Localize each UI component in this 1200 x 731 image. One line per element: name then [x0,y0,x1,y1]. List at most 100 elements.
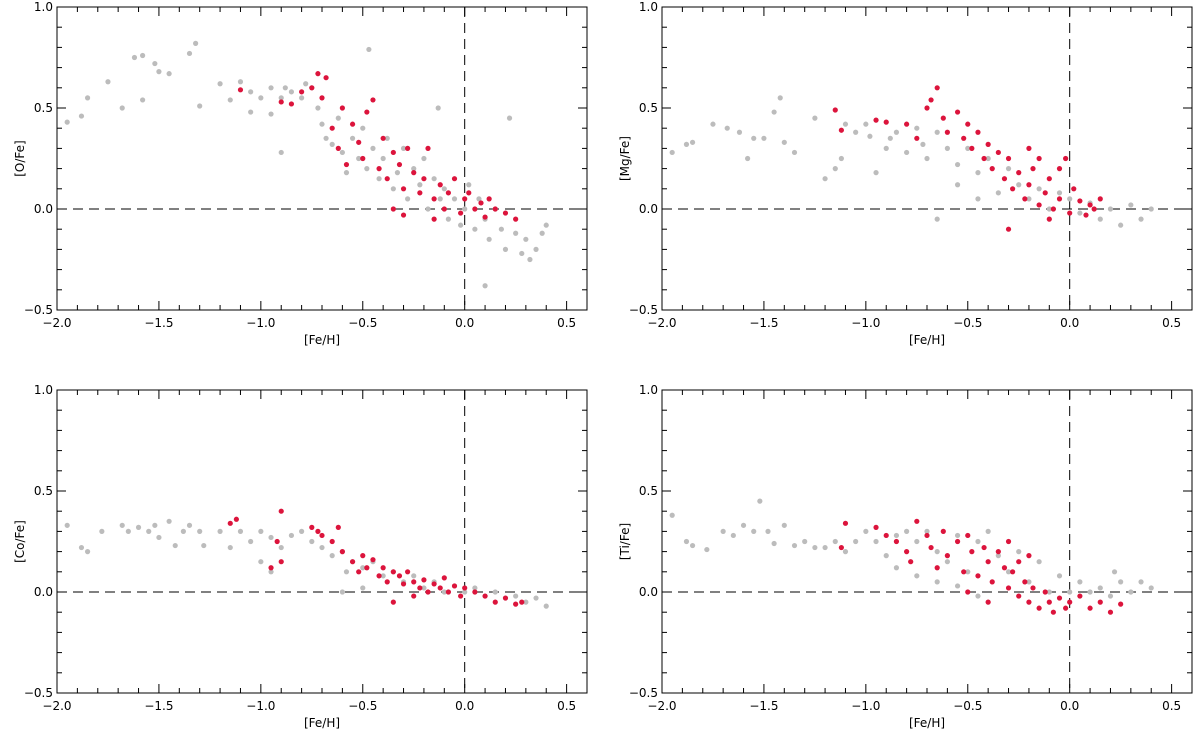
red-data-point [441,206,447,212]
grey-data-point [781,522,787,528]
red-data-point [989,166,995,172]
grey-data-point [954,182,961,188]
panel-o-fe: −2.0 −1.5 −1.0 −0.5 0.0 0.5 −0.5 0.0 0.5 1.0 [Fe/H… [13,0,588,347]
grey-data-point [853,538,859,545]
grey-data-point [384,135,390,141]
y-tick-label: 1.0 [34,383,53,397]
grey-data-point [360,125,366,131]
x-tick-label: −1.5 [749,699,778,713]
x-tick-label: −1.5 [144,316,173,330]
grey-data-point [217,528,223,535]
grey-data-point [370,145,376,151]
red-data-point [1091,206,1097,212]
red-data-point [288,101,295,107]
grey-data-point [248,109,254,115]
grey-data-point [156,69,162,75]
grey-data-point [832,166,838,172]
red-data-point [315,528,321,535]
red-data-point [1063,155,1069,162]
red-data-point [1042,589,1048,595]
grey-data-point [867,133,873,139]
grey-data-point [761,135,767,141]
grey-data-point [1077,579,1083,585]
y-tick-label: −0.5 [629,303,658,317]
grey-data-point [832,538,838,545]
grey-data-point [914,573,920,579]
red-data-point [981,544,987,551]
grey-data-point [873,170,879,176]
grey-data-point [445,216,451,222]
red-data-point [969,145,975,151]
grey-data-point [492,589,498,595]
grey-data-point [156,534,162,541]
grey-data-point [339,589,345,595]
red-data-point [472,206,478,212]
red-data-point [989,579,995,585]
grey-data-point [669,149,675,156]
grey-data-point [1107,206,1114,212]
grey-data-point [683,538,690,545]
x-tick-label: 0.0 [455,316,474,330]
red-data-point [227,520,233,526]
grey-data-point [268,569,274,575]
grey-data-point [965,569,971,575]
grey-data-point [822,544,828,551]
grey-data-point [1026,196,1032,202]
red-data-point [1022,196,1028,202]
y-tick-label: 0.5 [34,484,53,498]
red-data-point [278,508,284,514]
grey-data-point [1107,593,1114,599]
red-data-point [1005,538,1012,545]
plot-frame [56,389,588,694]
grey-data-point [1128,589,1134,595]
red-data-point [380,565,386,571]
grey-data-point [462,206,468,212]
y-tick-label: 0.5 [639,484,658,498]
x-tick-label: −0.5 [953,699,982,713]
plot-frame [56,6,588,311]
grey-data-point [405,196,411,202]
red-data-point [1026,145,1032,151]
grey-data-point [421,585,427,591]
grey-data-point [1036,186,1042,192]
red-data-point [425,589,431,595]
grey-data-point [791,542,798,549]
grey-data-point [985,155,991,162]
grey-data-point [193,40,199,46]
grey-data-point [914,538,920,545]
grey-data-point [197,528,203,535]
red-data-point [873,117,879,123]
x-tick-label: −1.5 [749,316,778,330]
grey-data-point [380,573,386,579]
red-data-point [1046,599,1052,605]
grey-data-point [1111,569,1118,575]
red-data-point [268,565,274,571]
x-tick-label: 0.5 [557,316,576,330]
y-axis-title: [Ti/Fe] [618,523,632,560]
x-tick-label: 0.0 [1060,699,1079,713]
grey-data-point [78,113,85,119]
red-data-point [417,190,423,196]
grey-data-point [924,528,930,535]
red-data-point [462,585,468,591]
grey-data-point [180,528,186,535]
red-data-point [482,214,488,220]
red-data-point [975,129,981,135]
grey-data-point [771,109,777,115]
red-data-point [376,573,382,579]
grey-data-point [1026,579,1032,585]
red-data-point [1022,579,1028,585]
y-tick-label: 0.0 [639,202,658,216]
red-data-point [458,210,464,216]
red-data-point [411,579,417,585]
grey-data-point [339,149,345,156]
grey-data-point [1046,589,1052,595]
red-data-point [431,216,437,222]
grey-data-point [745,155,751,162]
red-data-point [1087,605,1093,611]
grey-data-point [227,544,233,551]
y-tick-label: −0.5 [629,686,658,700]
y-axis-title: [Mg/Fe] [618,136,632,181]
grey-data-point [64,522,70,528]
red-data-point [838,127,844,133]
